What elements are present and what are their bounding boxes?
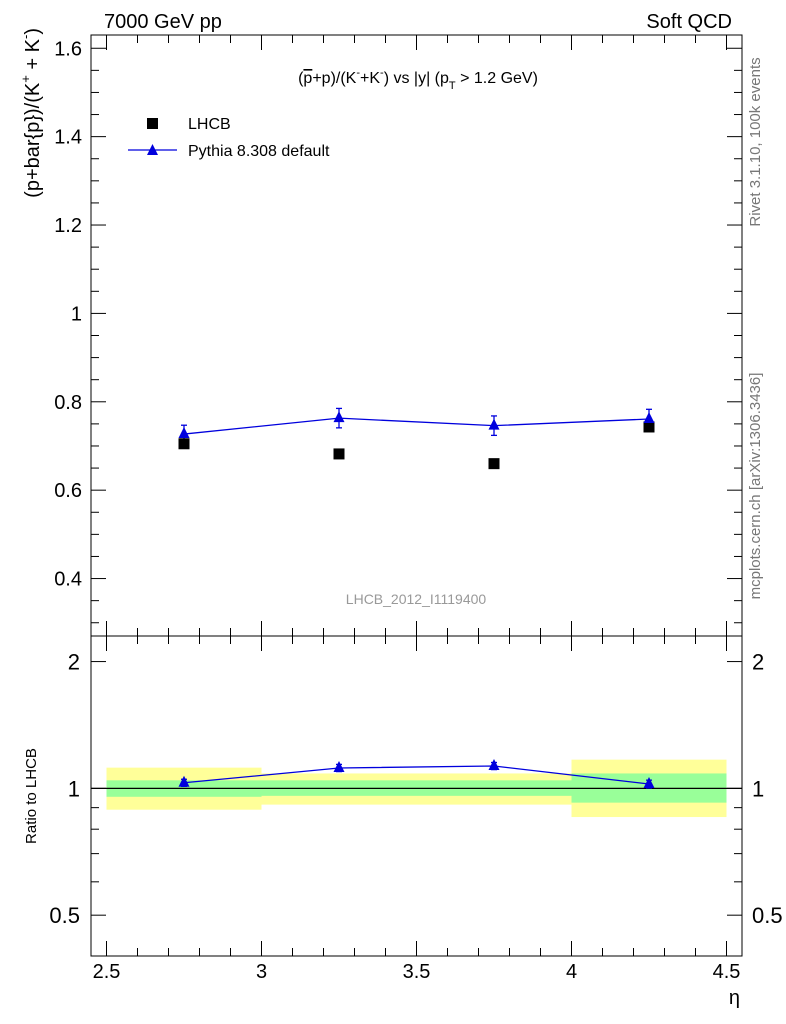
x-axis-label: η: [729, 987, 740, 1009]
p-bar: p: [303, 70, 312, 87]
main-ytick-labels: 0.4 0.6 0.8 1 1.2 1.4 1.6: [54, 38, 82, 590]
ratio-xtick-label: 2.5: [93, 961, 121, 983]
pythia-point: [643, 412, 655, 424]
main-ytick-label: 1.6: [54, 38, 82, 60]
ratio-ytick-label-left: 2: [68, 650, 80, 675]
main-ytick-label: 0.8: [54, 392, 82, 414]
header-left: 7000 GeV pp: [104, 11, 222, 33]
main-ylabel: (p+bar{p})/(K+ + K-): [18, 28, 44, 198]
ratio-xtick-label: 4.5: [713, 961, 741, 983]
main-ytick-label: 1.2: [54, 215, 82, 237]
pythia-line: [183, 417, 650, 435]
legend-label-lhcb: LHCB: [188, 116, 231, 133]
pythia-point: [488, 418, 500, 430]
ratio-bands: [91, 759, 742, 818]
lhcb-point: [333, 448, 345, 460]
header-right: Soft QCD: [646, 11, 732, 33]
ratio-panel: 0.5 0.5 1 1 2 2 2.5 3 3.5 4 4.5 Ratio to LHCB η: [23, 635, 783, 1009]
ratio-ytick-label-right: 2: [752, 650, 764, 675]
ratio-data-marks: [178, 759, 655, 789]
mcplots-label: mcplots.cern.ch [arXiv:1306.3436]: [747, 373, 764, 600]
main-ytick-label: 1.4: [54, 127, 82, 149]
main-data-marks: [178, 407, 655, 470]
legend-marker-pythia: [147, 144, 158, 155]
watermark: LHCB_2012_I1119400: [346, 591, 487, 607]
main-ytick-label: 0.4: [54, 569, 82, 591]
main-ytick-label: 0.6: [54, 480, 82, 502]
rivet-label: Rivet 3.1.10, 100k events: [747, 57, 764, 226]
ratio-xtick-labels: 2.5 3 3.5 4 4.5: [93, 961, 741, 983]
main-axis-ticks: [91, 35, 742, 636]
legend-marker-lhcb: [147, 118, 158, 129]
lhcb-point: [643, 421, 655, 433]
pythia-point: [333, 411, 345, 423]
ratio-pythia-point: [178, 775, 190, 787]
main-panel: 0.4 0.6 0.8 1 1.2 1.4 1.6 (p+p)/(K-+K-) vs |y|…: [18, 28, 743, 637]
ratio-xtick-label: 3.5: [403, 961, 431, 983]
ratio-ytick-label-left: 0.5: [49, 903, 80, 928]
lhcb-point: [488, 458, 500, 470]
ratio-ytick-label-right: 1: [752, 776, 764, 801]
ratio-frame: [90, 635, 743, 957]
ratio-pythia-line: [183, 765, 650, 785]
ratio-xtick-label: 4: [566, 961, 577, 983]
ratio-ytick-label-right: 0.5: [752, 903, 783, 928]
ratio-ylabel: Ratio to LHCB: [23, 748, 40, 844]
ratio-xtick-label: 3: [256, 961, 267, 983]
ratio-pythia-point: [333, 760, 345, 772]
pythia-point: [178, 427, 190, 439]
ratio-ytick-label-left: 1: [68, 776, 80, 801]
main-plot-title: (p+p)/(K-+K-) vs |y| (pT > 1.2 GeV): [298, 67, 538, 92]
legend-label-pythia: Pythia 8.308 default: [188, 143, 330, 160]
ratio-pythia-point: [488, 759, 500, 771]
ratio-pythia-point: [643, 777, 655, 789]
lhcb-point: [178, 438, 190, 450]
main-ytick-label: 1: [71, 303, 82, 325]
ratio-axis-ticks: [91, 636, 742, 957]
ratio-ytick-labels: 0.5 0.5 1 1 2 2: [49, 650, 782, 929]
legend: LHCB Pythia 8.308 default: [128, 116, 330, 160]
